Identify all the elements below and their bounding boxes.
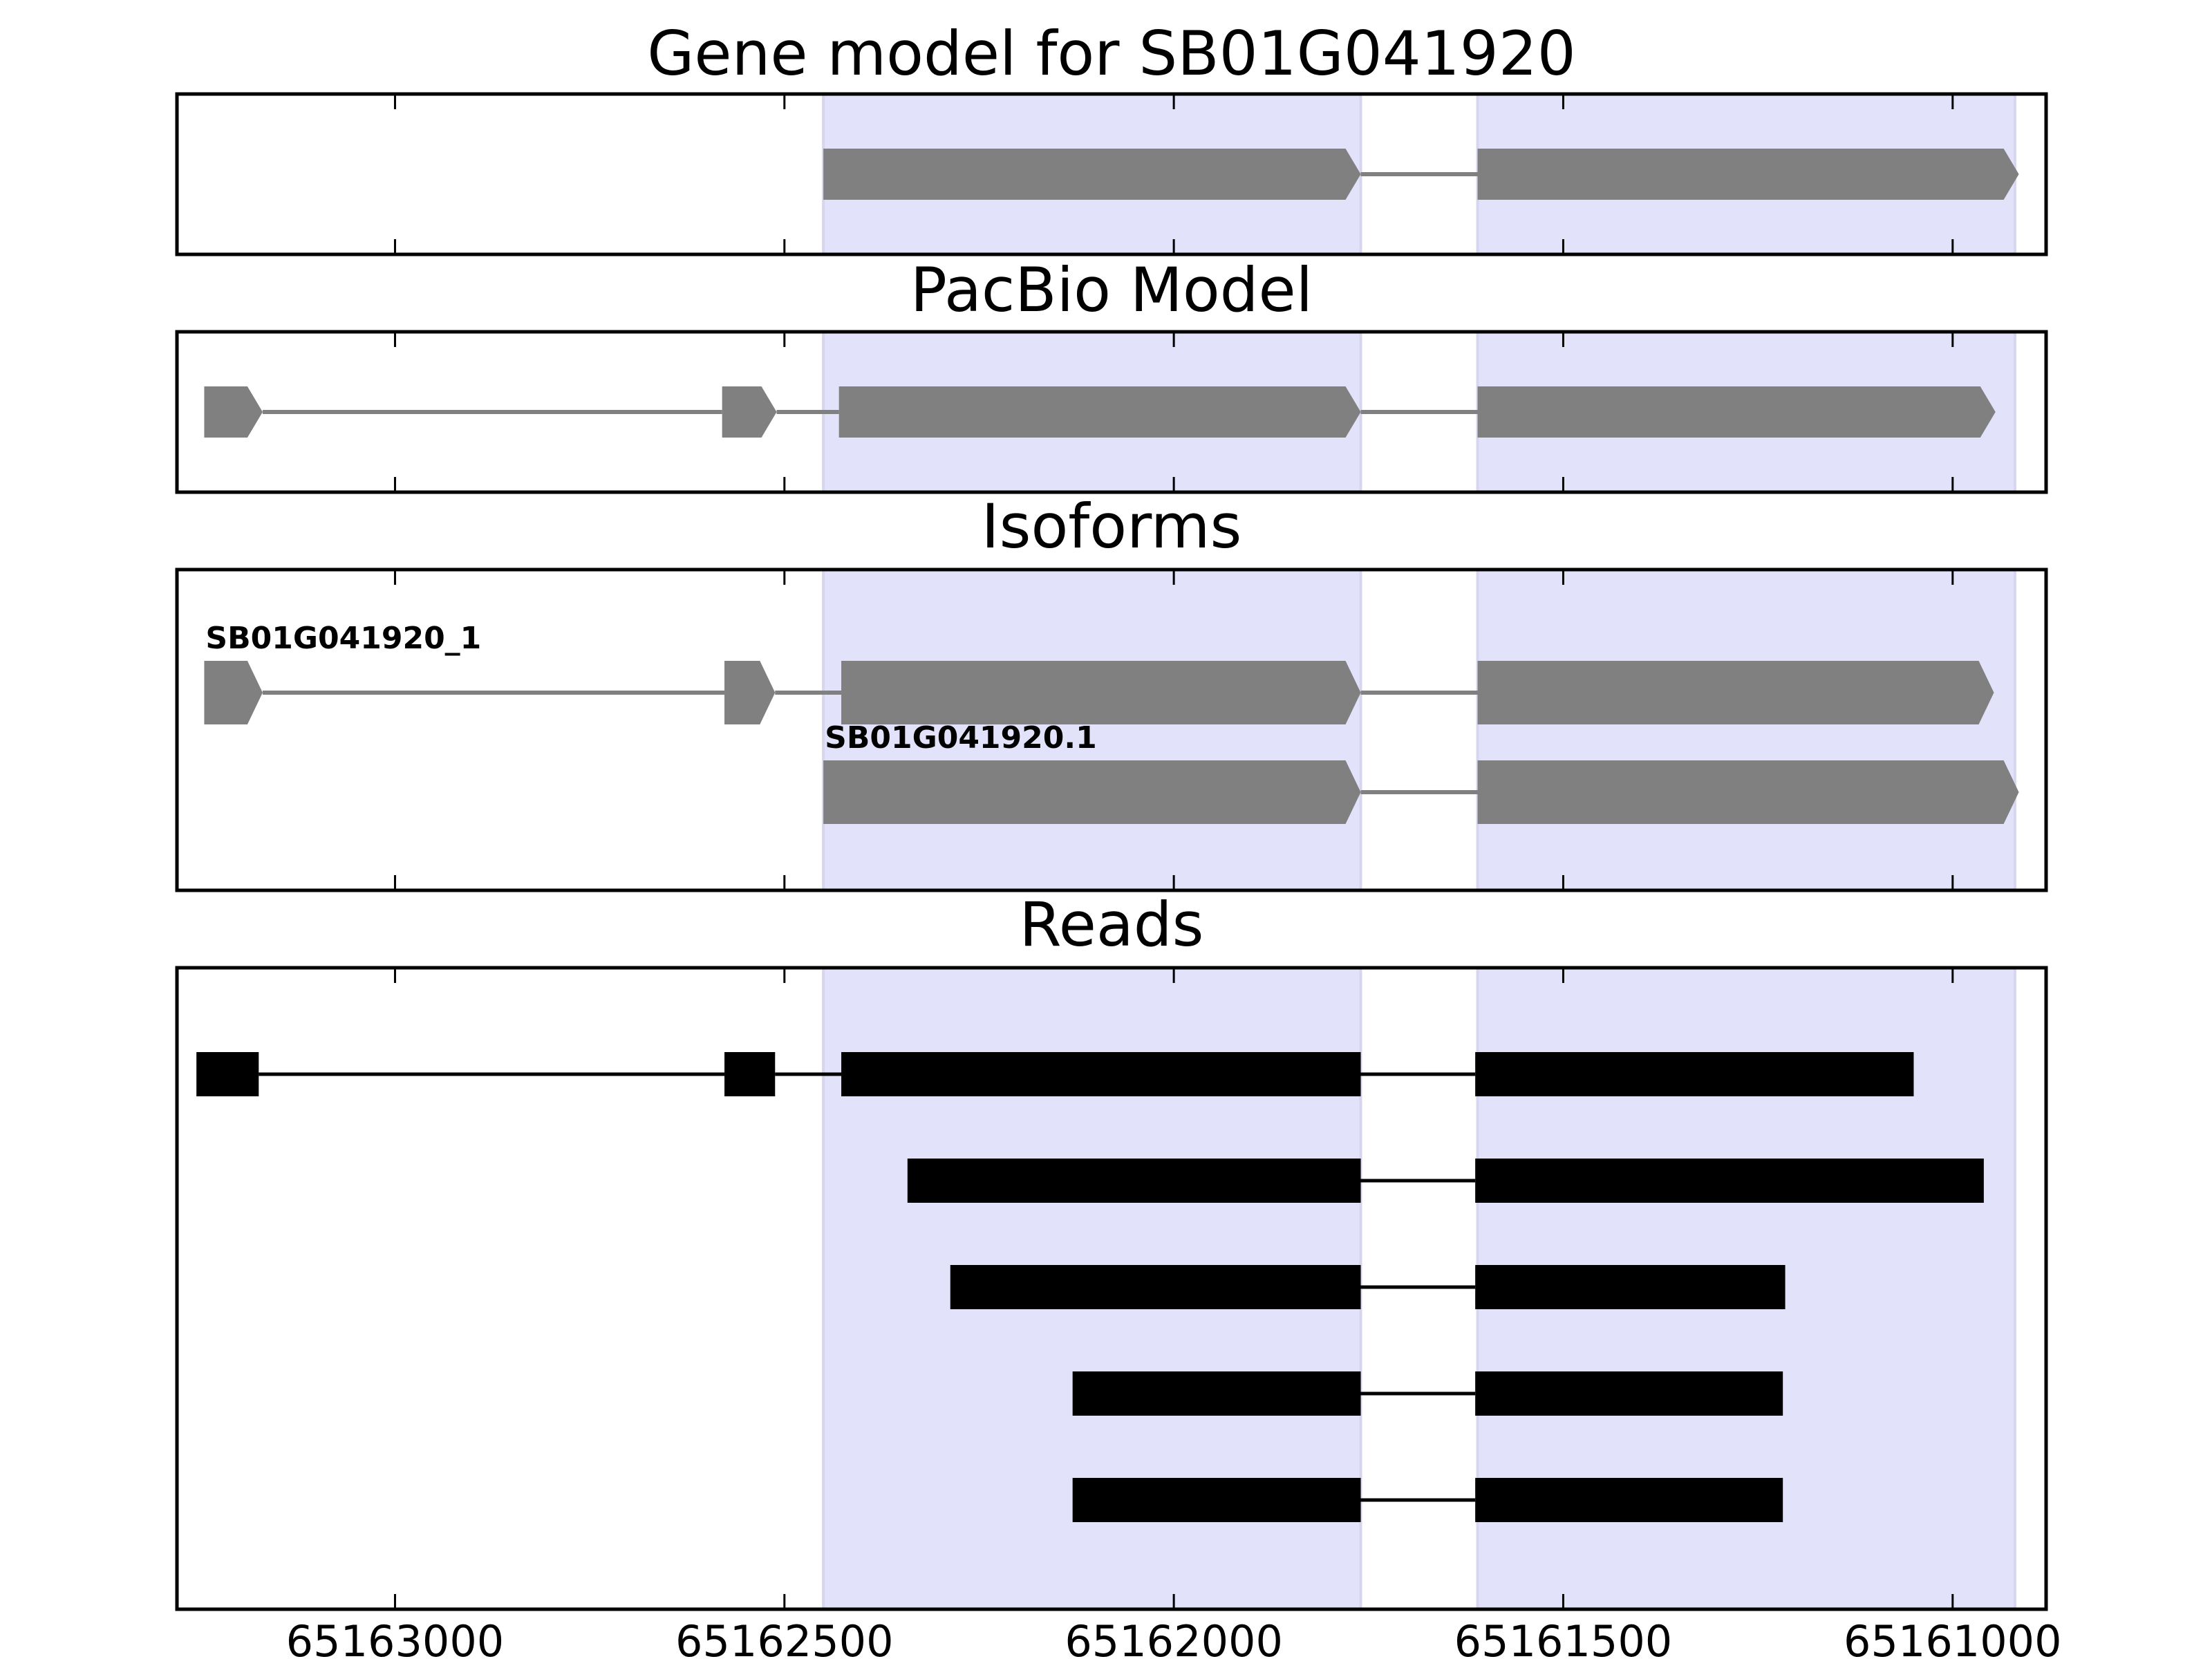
exon-arrow — [841, 661, 1361, 724]
panel-1: PacBio Model — [175, 254, 2048, 494]
panel-3: Reads 65163000 65162500 65162000 65161500 651… — [175, 889, 2062, 1659]
read-block — [841, 1052, 1361, 1096]
panel-title: Isoforms — [982, 491, 1242, 562]
exon-arrow — [838, 386, 1361, 438]
x-tick-label: 65161500 — [1454, 1616, 1673, 1659]
read-block — [950, 1265, 1361, 1309]
panel-0: Gene model for SB01G041920 — [175, 18, 2048, 256]
x-tick-label: 65163000 — [286, 1616, 505, 1659]
highlight-region — [822, 568, 1362, 892]
panel-2: Isoforms SB01G041920_1 SB01G041920.1 — [175, 491, 2048, 892]
exon-arrow — [724, 661, 776, 724]
panel-title: PacBio Model — [910, 254, 1313, 326]
panel-title: Reads — [1020, 889, 1204, 960]
read-block — [1475, 1265, 1785, 1309]
isoform-label: SB01G041920.1 — [825, 720, 1097, 756]
exon-arrow — [722, 386, 777, 438]
exon-arrow — [1477, 149, 2019, 200]
axes-frame — [175, 92, 2048, 256]
panel-title: Gene model for SB01G041920 — [647, 18, 1576, 89]
exon-arrow — [1477, 661, 1994, 724]
exon-arrow — [1477, 760, 2019, 824]
read-block — [1072, 1478, 1361, 1522]
exon-arrow — [823, 149, 1361, 200]
exon-arrow — [1477, 386, 1996, 438]
read-block — [724, 1052, 776, 1096]
read-block — [1475, 1052, 1914, 1096]
read-block — [196, 1052, 259, 1096]
x-tick-label: 65162500 — [675, 1616, 894, 1659]
exon-arrow — [204, 661, 263, 724]
read-block — [1072, 1371, 1361, 1416]
isoform-label: SB01G041920_1 — [205, 621, 481, 656]
axes-frame — [175, 330, 2048, 494]
axes-frame — [175, 966, 2048, 1611]
read-block — [1475, 1159, 1984, 1203]
read-block — [1475, 1478, 1783, 1522]
x-tick-label: 65162000 — [1065, 1616, 1283, 1659]
highlight-region — [1476, 568, 2016, 892]
exon-arrow — [204, 386, 263, 438]
read-block — [1475, 1371, 1783, 1416]
axes-frame — [175, 568, 2048, 892]
x-tick-label: 65161000 — [1844, 1616, 2062, 1659]
exon-arrow — [823, 760, 1361, 824]
read-block — [907, 1159, 1361, 1203]
